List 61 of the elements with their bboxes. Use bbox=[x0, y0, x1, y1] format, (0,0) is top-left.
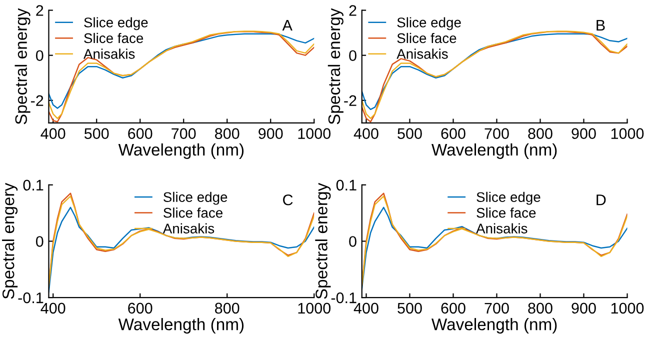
x-tick-label: 1000 bbox=[298, 128, 331, 139]
legend-label: Slice edge bbox=[84, 17, 148, 30]
legend-label: Anisakis bbox=[396, 48, 448, 59]
x-tick-label: 500 bbox=[398, 302, 422, 314]
x-tick-label: 900 bbox=[572, 302, 596, 314]
legend-label: Slice face bbox=[397, 32, 456, 44]
x-tick-label: 600 bbox=[441, 302, 466, 314]
annotation: B bbox=[596, 20, 605, 31]
legend-label: Anisakis bbox=[84, 48, 135, 59]
x-tick-label: 700 bbox=[172, 128, 196, 139]
y-tick-label: 0 bbox=[36, 50, 44, 62]
x-tick-label: 800 bbox=[215, 128, 240, 139]
x-tick-label: 900 bbox=[572, 128, 596, 139]
y-axis-title: Spectral energy bbox=[14, 8, 30, 124]
y-tick-label: 0 bbox=[36, 236, 44, 247]
legend-label: Slice edge bbox=[476, 192, 540, 205]
annotation: A bbox=[282, 20, 292, 31]
legend-label: Slice edge bbox=[397, 17, 461, 30]
x-tick-label: 400 bbox=[354, 128, 378, 139]
x-tick-label: 700 bbox=[484, 128, 509, 139]
y-tick-label: -0.1 bbox=[18, 292, 44, 304]
legend-label: Slice face bbox=[84, 32, 144, 44]
x-tick-label: 400 bbox=[40, 128, 66, 139]
y-tick-label: -0.1 bbox=[331, 292, 356, 304]
x-axis-title: Wavelength (nm) bbox=[432, 318, 557, 334]
y-axis-title: Spectral energy bbox=[328, 8, 344, 124]
x-tick-label: 600 bbox=[128, 128, 152, 139]
x-axis-title: Wavelength (nm) bbox=[118, 318, 244, 334]
x-tick-label: 1000 bbox=[611, 302, 644, 314]
legend-label: Slice face bbox=[164, 208, 222, 218]
y-tick-label: -2 bbox=[30, 95, 44, 106]
y-axis-title: Spectral engery bbox=[2, 182, 18, 299]
y-tick-label: 2 bbox=[36, 5, 44, 16]
x-tick-label: 400 bbox=[354, 302, 378, 314]
x-axis-title: Wavelength (nm) bbox=[432, 143, 557, 159]
x-tick-label: 700 bbox=[484, 302, 509, 314]
annotation: D bbox=[596, 194, 606, 206]
legend-label: Anisakis bbox=[162, 223, 214, 234]
x-tick-label: 1000 bbox=[611, 128, 644, 139]
x-axis-title: Wavelength (nm) bbox=[118, 143, 244, 159]
x-tick-label: 900 bbox=[258, 128, 283, 139]
x-tick-label: 800 bbox=[528, 128, 552, 139]
y-tick-label: 2 bbox=[349, 5, 356, 16]
y-tick-label: 0.1 bbox=[336, 180, 356, 191]
y-tick-label: 0.1 bbox=[23, 180, 44, 191]
x-tick-label: 1000 bbox=[298, 302, 331, 314]
x-tick-label: 800 bbox=[528, 302, 552, 314]
x-tick-label: 400 bbox=[40, 302, 66, 314]
x-tick-label: 500 bbox=[84, 128, 109, 139]
y-axis-title: Spectral energy bbox=[315, 182, 331, 299]
annotation: C bbox=[283, 194, 293, 206]
x-tick-label: 500 bbox=[398, 128, 422, 139]
x-tick-label: 800 bbox=[215, 302, 240, 314]
y-tick-label: 0 bbox=[349, 236, 356, 247]
legend-label: Slice face bbox=[476, 208, 536, 218]
legend-label: Anisakis bbox=[476, 223, 528, 234]
y-tick-label: -2 bbox=[344, 95, 356, 106]
x-tick-label: 600 bbox=[441, 128, 466, 139]
y-tick-label: 0 bbox=[349, 50, 356, 62]
legend-label: Slice edge bbox=[164, 192, 228, 205]
x-tick-label: 600 bbox=[128, 302, 152, 314]
